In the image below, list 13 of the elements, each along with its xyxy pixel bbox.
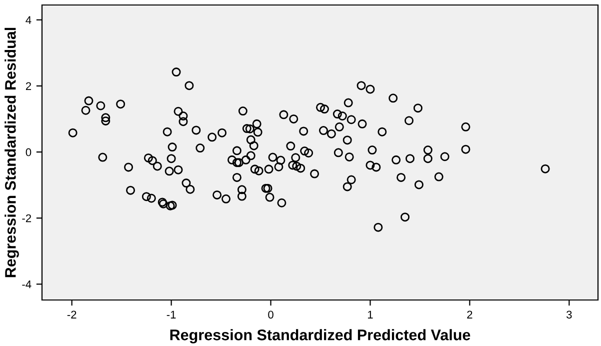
y-tick-label: 4 xyxy=(26,16,32,24)
y-tick-label: -4 xyxy=(22,280,32,288)
y-axis-title: Regression Standardized Residual xyxy=(4,28,19,278)
x-tick-label: 0 xyxy=(268,310,274,319)
x-tick-label: -1 xyxy=(166,310,176,318)
y-tick-label: -2 xyxy=(22,214,32,222)
x-tick-label: 1 xyxy=(368,310,373,318)
y-tick-label: 2 xyxy=(26,82,32,90)
x-tick-label: 3 xyxy=(566,310,572,319)
x-tick-label: -2 xyxy=(67,310,76,318)
x-axis-title: Regression Standardized Predicted Value xyxy=(170,329,470,344)
x-tick-label: 2 xyxy=(467,310,472,318)
y-tick-label: 0 xyxy=(26,148,32,156)
